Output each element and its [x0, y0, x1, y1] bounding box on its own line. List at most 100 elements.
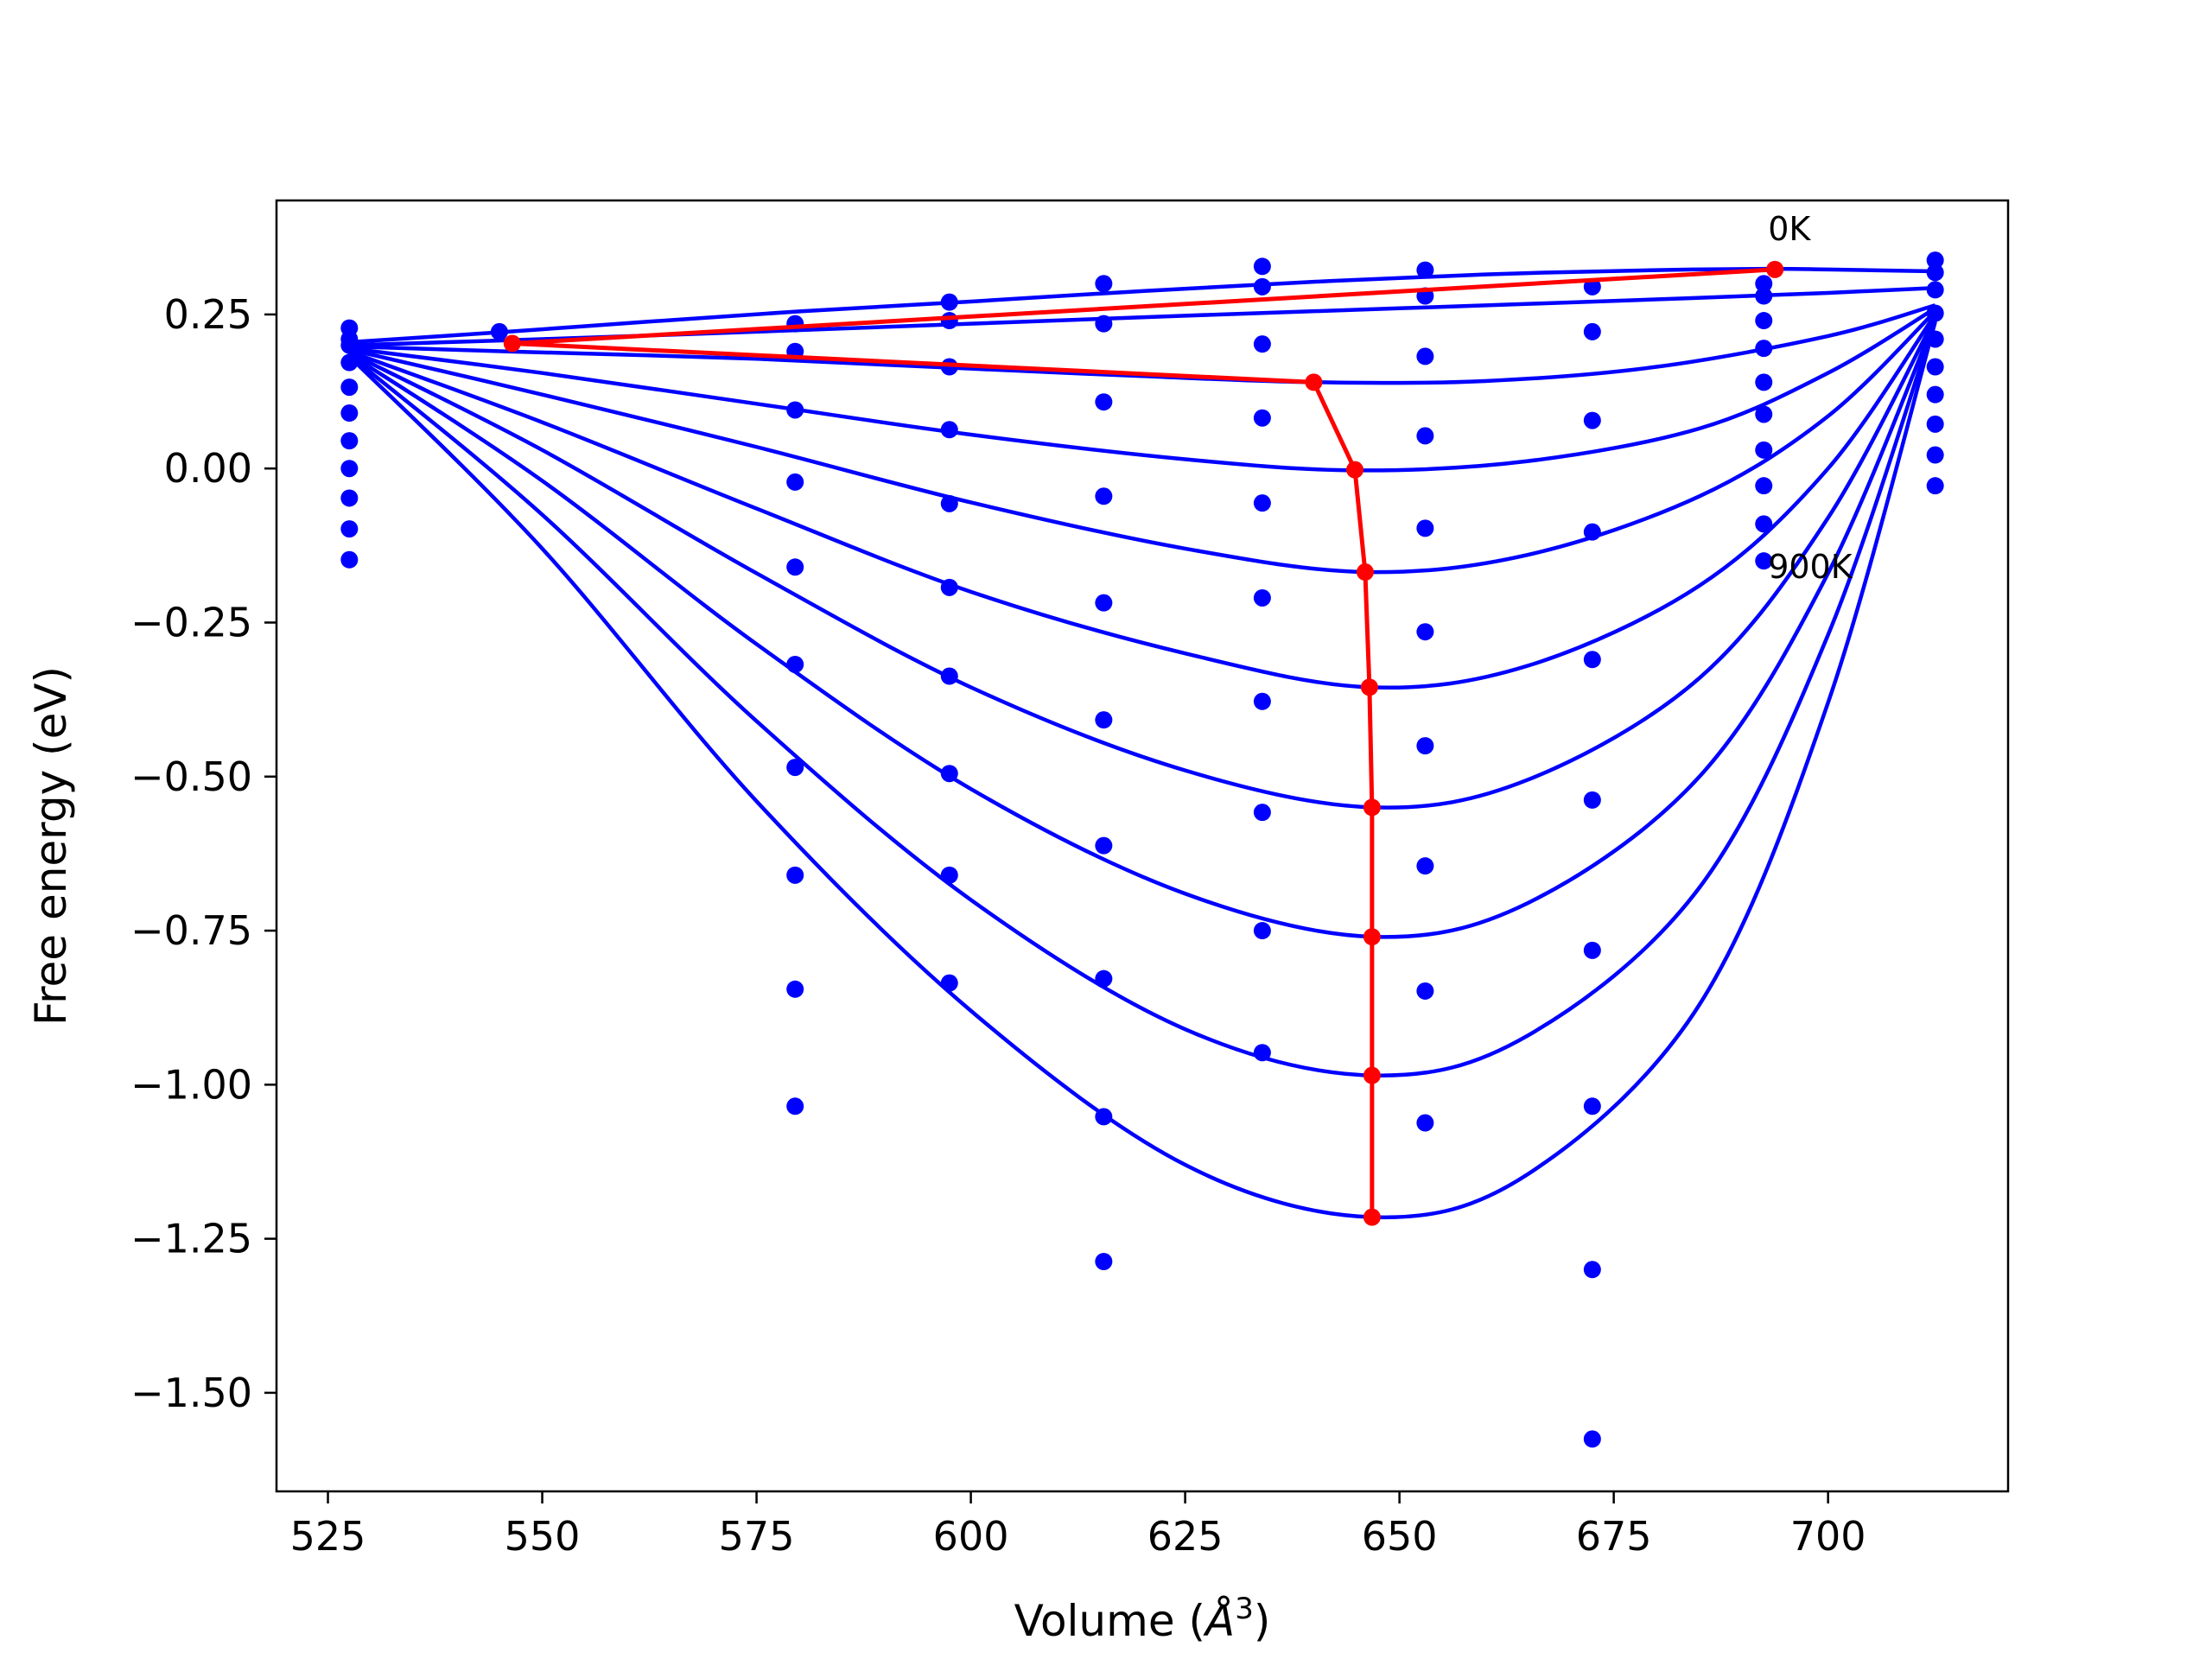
data-point-6-0: [1416, 261, 1434, 279]
y-tick-label-4: −0.75: [130, 907, 252, 954]
data-point-9-6: [1926, 385, 1944, 404]
data-point-2-6: [786, 759, 804, 777]
data-point-3-7: [940, 765, 958, 783]
data-point-6-4: [1416, 519, 1434, 537]
x-tick-label-6: 675: [1576, 1513, 1652, 1560]
data-point-4-3: [1095, 487, 1113, 505]
data-point-8-5: [1755, 405, 1773, 423]
data-point-7-4: [1583, 651, 1601, 669]
plot-layer: [340, 251, 1944, 1448]
data-point-6-8: [1416, 982, 1434, 1000]
data-point-3-1: [940, 312, 958, 330]
data-point-0-7: [340, 460, 359, 478]
y-axis-ticks: 0.25 0.00 −0.25 −0.50 −0.75 −1.00 −1.25 −1.50: [130, 291, 276, 1416]
data-point-1-0: [490, 322, 508, 340]
annotations: 0K 900K: [1768, 210, 1853, 586]
data-point-3-0: [940, 293, 958, 311]
data-point-9-4: [1926, 330, 1944, 348]
minimum-point-7: [1363, 928, 1381, 946]
data-point-3-9: [940, 974, 958, 992]
y-tick-label-3: −0.50: [130, 753, 252, 800]
data-point-7-7: [1583, 1097, 1601, 1116]
minima-line: [510, 267, 1776, 1217]
x-axis-label-superscript: 3: [1235, 1592, 1254, 1626]
data-point-3-8: [940, 866, 958, 884]
x-tick-label-2: 575: [719, 1513, 795, 1560]
data-point-6-5: [1416, 623, 1434, 641]
fit-curve-5: [348, 313, 1937, 690]
data-point-2-5: [786, 655, 804, 673]
data-point-4-2: [1095, 393, 1113, 411]
data-point-4-8: [1095, 1108, 1113, 1126]
y-axis-label: Free energy (eV): [26, 666, 76, 1026]
data-point-0-10: [340, 550, 359, 569]
data-point-9-1: [1926, 264, 1944, 282]
fit-curve-6: [348, 316, 1937, 810]
x-tick-label-3: 600: [933, 1513, 1009, 1560]
annotation-label-0: 0K: [1768, 210, 1811, 248]
x-axis-ticks: 525 550 575 600 625 650 675 700: [290, 1491, 1866, 1560]
fit-curve-4: [348, 309, 1937, 575]
data-point-6-2: [1416, 347, 1434, 365]
data-point-8-6: [1755, 441, 1773, 459]
data-point-5-2: [1253, 335, 1271, 353]
data-point-9-8: [1926, 446, 1944, 464]
data-point-4-7: [1095, 969, 1113, 988]
data-point-5-0: [1253, 257, 1271, 276]
data-point-0-8: [340, 489, 359, 507]
data-point-2-0: [786, 315, 804, 333]
data-point-9-7: [1926, 415, 1944, 433]
data-point-8-4: [1755, 373, 1773, 391]
data-point-2-3: [786, 473, 804, 491]
x-tick-label-7: 700: [1790, 1513, 1866, 1560]
data-point-9-5: [1926, 358, 1944, 376]
data-point-7-6: [1583, 941, 1601, 959]
x-tick-label-0: 525: [290, 1513, 366, 1560]
minimum-point-0: [1766, 260, 1784, 278]
x-axis-label-text: Volume (: [1014, 1596, 1205, 1646]
data-point-3-6: [940, 667, 958, 685]
data-point-4-5: [1095, 711, 1113, 729]
minimum-point-4: [1356, 563, 1374, 582]
data-point-7-9: [1583, 1430, 1601, 1448]
data-point-4-1: [1095, 315, 1113, 333]
annotation-label-1: 900K: [1768, 548, 1853, 586]
data-point-8-9: [1755, 552, 1773, 570]
data-point-0-9: [340, 520, 359, 538]
data-point-5-3: [1253, 409, 1271, 427]
x-tick-label-4: 625: [1147, 1513, 1224, 1560]
data-point-9-3: [1926, 304, 1944, 322]
data-point-5-7: [1253, 804, 1271, 822]
minimum-point-3: [1346, 461, 1364, 479]
data-point-0-3: [340, 353, 359, 372]
data-point-4-6: [1095, 836, 1113, 855]
minimum-point-1: [503, 334, 521, 353]
data-point-9-0: [1926, 251, 1944, 270]
data-point-6-6: [1416, 737, 1434, 755]
data-point-0-2: [340, 336, 359, 354]
data-point-0-4: [340, 378, 359, 397]
fit-curve-9: [347, 321, 1937, 1220]
y-tick-label-5: −1.00: [130, 1061, 252, 1108]
data-point-5-1: [1253, 277, 1271, 296]
data-point-5-6: [1253, 692, 1271, 710]
data-point-2-8: [786, 980, 804, 998]
data-point-8-0: [1755, 275, 1773, 293]
data-point-8-7: [1755, 477, 1773, 495]
x-tick-label-1: 550: [505, 1513, 581, 1560]
data-point-5-4: [1253, 494, 1271, 512]
data-point-7-2: [1583, 411, 1601, 429]
data-point-8-3: [1755, 340, 1773, 358]
data-point-4-4: [1095, 594, 1113, 612]
plot-frame: [275, 199, 2010, 1493]
minimum-point-9: [1363, 1208, 1381, 1226]
data-point-7-5: [1583, 791, 1601, 809]
minimum-point-6: [1363, 798, 1381, 817]
data-point-8-1: [1755, 287, 1773, 305]
data-point-0-6: [340, 432, 359, 450]
minimum-point-2: [1305, 373, 1323, 391]
data-point-5-5: [1253, 588, 1271, 607]
data-point-6-9: [1416, 1114, 1434, 1132]
